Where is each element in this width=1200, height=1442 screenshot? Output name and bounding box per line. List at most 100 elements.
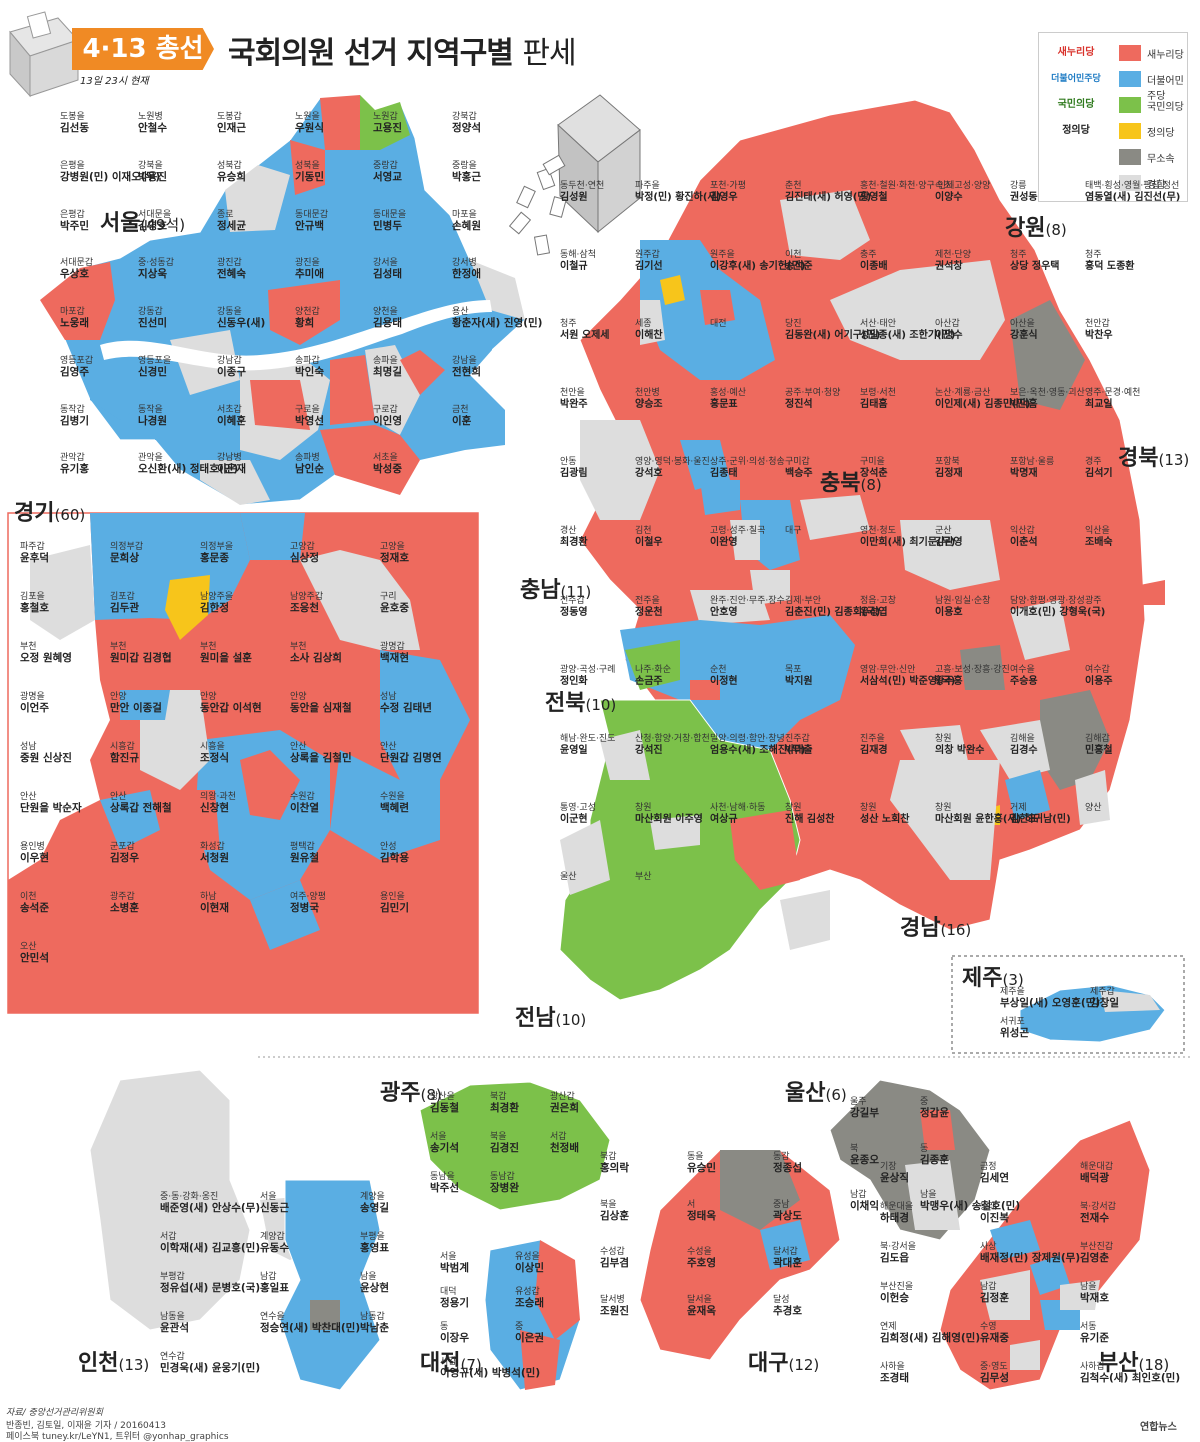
district-label: 홍성·예산 홍문표 xyxy=(710,388,746,410)
district-label: 안산 상록을 김철민 xyxy=(290,742,352,765)
district-label: 통영·고성 이군현 xyxy=(560,803,596,825)
district-label: 밀양·의령·함안·창녕 엄용수(새) 조해진(무) xyxy=(710,734,806,756)
district-label: 광산갑 권은희 xyxy=(550,1092,579,1115)
district-label: 도봉갑 인재근 xyxy=(217,112,246,135)
district-label: 김포갑 김두관 xyxy=(110,592,139,615)
district-label: 강서을 김성태 xyxy=(373,258,402,281)
district-label: 파주을 박정(민) 황진하(새) xyxy=(635,181,722,203)
district-label: 구리 윤호중 xyxy=(380,592,409,615)
district-label: 용인을 김민기 xyxy=(380,892,409,915)
district-label: 중·동·강화·옹진 배준영(새) 안상수(무) xyxy=(160,1192,261,1215)
district-label: 서갑 이학재(새) 김교흥(민) xyxy=(160,1232,261,1255)
district-label: 순천 이정현 xyxy=(710,665,738,687)
district-label: 여수을 주승용 xyxy=(1010,665,1038,687)
daegu-map xyxy=(639,1149,841,1361)
district-label: 성남 중원 신상진 xyxy=(20,742,72,765)
district-label: 강북갑 정양석 xyxy=(452,112,481,135)
district-label: 계양을 송영길 xyxy=(360,1192,389,1215)
district-label: 노원을 우원식 xyxy=(295,112,324,135)
district-label: 서산·태안 성일종(새) 조한기(민) xyxy=(860,319,956,341)
region-label-seoul: 서울(49석) xyxy=(100,211,186,236)
district-label: 창원 진해 김성찬 xyxy=(785,803,835,825)
district-label: 연제 김희정(새) 김해영(민) xyxy=(880,1322,981,1345)
district-label: 김제·부안 김춘진(민) 김종회(국) xyxy=(785,596,881,618)
district-label: 양천을 김용태 xyxy=(373,307,402,330)
credit-note: 반종빈, 김토일, 이재윤 기자 / 20160413 xyxy=(6,1421,166,1431)
district-label: 중·성동갑 지상욱 xyxy=(138,258,174,281)
seoul-map xyxy=(39,94,526,506)
district-label: 남원·임실·순창 이용호 xyxy=(935,596,991,618)
district-label: 중 이은권 xyxy=(515,1322,544,1345)
district-label: 송파갑 박인숙 xyxy=(295,356,324,379)
district-label: 안성 김학용 xyxy=(380,842,409,865)
district-label: 이천 송석준 xyxy=(785,250,813,272)
district-label: 송파을 최명길 xyxy=(373,356,402,379)
district-label: 달서을 윤재옥 xyxy=(687,1295,716,1318)
district-label: 마포을 손혜원 xyxy=(452,210,481,233)
district-label: 공주·부여·청양 정진석 xyxy=(785,388,841,410)
justice-logo: 정의당 xyxy=(1062,125,1090,136)
district-label: 강북을 박용진 xyxy=(138,161,167,184)
district-label: 태백·횡성·영월·평창·정선 염동열(새) 김진선(무) xyxy=(1085,181,1181,203)
district-label: 충주 이종배 xyxy=(860,250,888,272)
daejeon-map xyxy=(484,1239,581,1391)
district-label: 의왕·과천 신창현 xyxy=(200,792,236,815)
district-label: 중·영도 김무성 xyxy=(980,1362,1009,1385)
legend-item-people: 국민의당 국민의당 xyxy=(1039,93,1187,117)
district-label: 사상 배재정(민) 장제원(무) xyxy=(980,1242,1081,1265)
district-label: 제천·단양 권석창 xyxy=(935,250,971,272)
district-label: 북 윤종오 xyxy=(850,1144,879,1167)
district-label: 관악갑 유기홍 xyxy=(60,453,89,476)
district-label: 광주갑 소병훈 xyxy=(110,892,139,915)
district-label: 영주·문경·예천 최교일 xyxy=(1085,388,1141,410)
district-label: 이천 송석준 xyxy=(20,892,49,915)
district-label: 대구 xyxy=(785,526,802,536)
district-label: 중랑갑 서영교 xyxy=(373,161,402,184)
district-label: 영암·무안·신안 서삼석(민) 박준영(국) xyxy=(860,665,956,687)
legend-swatch xyxy=(1119,175,1141,191)
district-label: 아산을 강훈식 xyxy=(1010,319,1038,341)
district-label: 천안을 박완주 xyxy=(560,388,588,410)
district-label: 금정 김세연 xyxy=(980,1162,1009,1185)
district-label: 동래 이진복 xyxy=(980,1202,1009,1225)
people-logo: 국민의당 xyxy=(1057,99,1095,110)
district-label: 강서병 한정애 xyxy=(452,258,481,281)
district-label: 부산진갑 김영춘 xyxy=(1080,1242,1114,1265)
district-label: 논산·계룡·금산 이인제(새) 김종민(민) xyxy=(935,388,1031,410)
legend-label: 무소속 xyxy=(1147,154,1175,165)
district-label: 수영 유재중 xyxy=(980,1322,1009,1345)
district-label: 춘천 김진태(새) 허영(민) xyxy=(785,181,872,203)
district-label: 대전 xyxy=(710,319,727,329)
district-label: 광명갑 백재현 xyxy=(380,642,409,665)
region-label-gyeonggi: 경기(60) xyxy=(14,501,86,526)
district-label: 정읍·고창 유성엽 xyxy=(860,596,896,618)
district-label: 광진갑 전혜숙 xyxy=(217,258,246,281)
district-label: 제주을 부상일(새) 오영훈(민) xyxy=(1000,987,1101,1010)
page-title: 국회의원 선거 지역구별 판세 xyxy=(228,28,577,72)
legend-label: 국민의당 xyxy=(1147,102,1184,113)
district-label: 남양주갑 조응천 xyxy=(290,592,324,615)
district-label: 중랑을 박홍근 xyxy=(452,161,481,184)
district-label: 창원 마산회원 이주영 xyxy=(635,803,703,825)
district-label: 창원 마산회원 윤한홍(새) 하귀남(민) xyxy=(935,803,1071,825)
district-label: 김해갑 민홍철 xyxy=(1085,734,1113,756)
title-main: 국회의원 선거 지역구별 xyxy=(228,36,514,71)
district-label: 동작갑 김병기 xyxy=(60,405,89,428)
legend-swatch xyxy=(1119,45,1141,61)
district-label: 사천·남해·하동 여상규 xyxy=(710,803,766,825)
district-label: 남을 박재호 xyxy=(1080,1282,1109,1305)
district-label: 파주갑 윤후덕 xyxy=(20,542,49,565)
district-label: 성북갑 유승희 xyxy=(217,161,246,184)
district-label: 울산 xyxy=(560,872,577,882)
district-label: 사하갑 김척수(새) 최인호(민) xyxy=(1080,1362,1181,1385)
district-label: 광진을 추미애 xyxy=(295,258,324,281)
district-label: 해운대갑 배덕광 xyxy=(1080,1162,1114,1185)
district-label: 남양주을 김한정 xyxy=(200,592,234,615)
gwangju-map xyxy=(419,1081,611,1211)
district-label: 고령·성주·칠곡 이완영 xyxy=(710,526,766,548)
saenuri-logo: 새누리당 xyxy=(1057,47,1095,58)
district-label: 서대문을 김영호 xyxy=(138,210,172,233)
district-label: 안동 김광림 xyxy=(560,457,588,479)
district-label: 나주·화순 손금주 xyxy=(635,665,671,687)
